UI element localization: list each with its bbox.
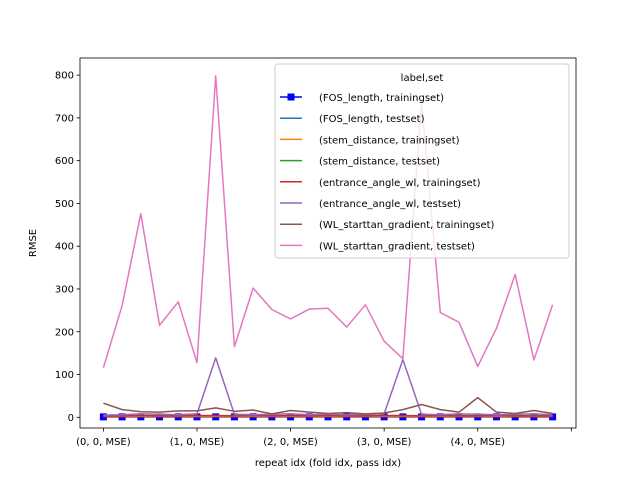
y-axis: 0 100 200 300 400 500 600 700 800 [55, 71, 80, 424]
legend-item: (WL_starttan_gradient, testset) [280, 241, 475, 252]
legend-label: (entrance_angle_wl, testset) [319, 199, 461, 210]
legend-label: (FOS_length, testset) [319, 114, 425, 125]
series-7 [102, 75, 554, 368]
y-tick-label: 600 [55, 156, 74, 167]
legend-label: (stem_distance, testset) [319, 157, 440, 168]
x-tick-label: (0, 0, MSE) [76, 437, 131, 448]
legend-item: (FOS_length, testset) [280, 114, 425, 125]
y-axis-label: RMSE [28, 229, 39, 257]
x-tick-label: (4, 0, MSE) [450, 437, 505, 448]
legend-item: (stem_distance, testset) [280, 157, 440, 168]
y-tick-label: 100 [55, 370, 74, 381]
legend-title: label,set [401, 73, 444, 84]
legend-item: (entrance_angle_wl, trainingset) [280, 178, 481, 189]
data-point [549, 413, 557, 421]
y-tick-label: 0 [68, 413, 74, 424]
y-tick-label: 200 [55, 327, 74, 338]
legend-item: (WL_starttan_gradient, trainingset) [280, 220, 495, 231]
legend-label: (WL_starttan_gradient, testset) [319, 241, 475, 252]
x-tick-label: (1, 0, MSE) [170, 437, 225, 448]
series-layer [99, 75, 557, 421]
legend-label: (WL_starttan_gradient, trainingset) [319, 220, 495, 231]
series-6 [103, 396, 553, 415]
x-tick-label: (2, 0, MSE) [263, 437, 318, 448]
legend-item: (FOS_length, trainingset) [280, 93, 444, 104]
y-tick-label: 300 [55, 284, 74, 295]
legend-label: (entrance_angle_wl, trainingset) [319, 178, 481, 189]
legend-marker [287, 93, 295, 101]
legend-box [274, 63, 570, 259]
legend-item: (entrance_angle_wl, testset) [280, 199, 461, 210]
x-axis: (0, 0, MSE) (1, 0, MSE) (2, 0, MSE) (3, 0, … [76, 428, 572, 448]
y-tick-label: 400 [55, 242, 74, 253]
y-tick-label: 800 [55, 71, 74, 82]
data-point [99, 413, 107, 421]
x-axis-label: repeat idx (fold idx, pass idx) [255, 458, 401, 469]
series-line [102, 75, 554, 368]
x-tick-label: (3, 0, MSE) [357, 437, 412, 448]
y-tick-label: 500 [55, 199, 74, 210]
legend-item: (stem_distance, trainingset) [280, 135, 460, 146]
plot-frame [79, 57, 577, 429]
legend-items: (FOS_length, trainingset) (FOS_length, te… [280, 93, 495, 252]
y-tick-label: 700 [55, 113, 74, 124]
series-line [103, 357, 553, 416]
legend-label: (FOS_length, trainingset) [319, 93, 444, 104]
series-5 [103, 357, 553, 416]
series-line [103, 396, 553, 415]
legend: label,set (FOS_length, trainingset)(FOS_… [274, 63, 570, 259]
legend-label: (stem_distance, trainingset) [319, 135, 460, 146]
